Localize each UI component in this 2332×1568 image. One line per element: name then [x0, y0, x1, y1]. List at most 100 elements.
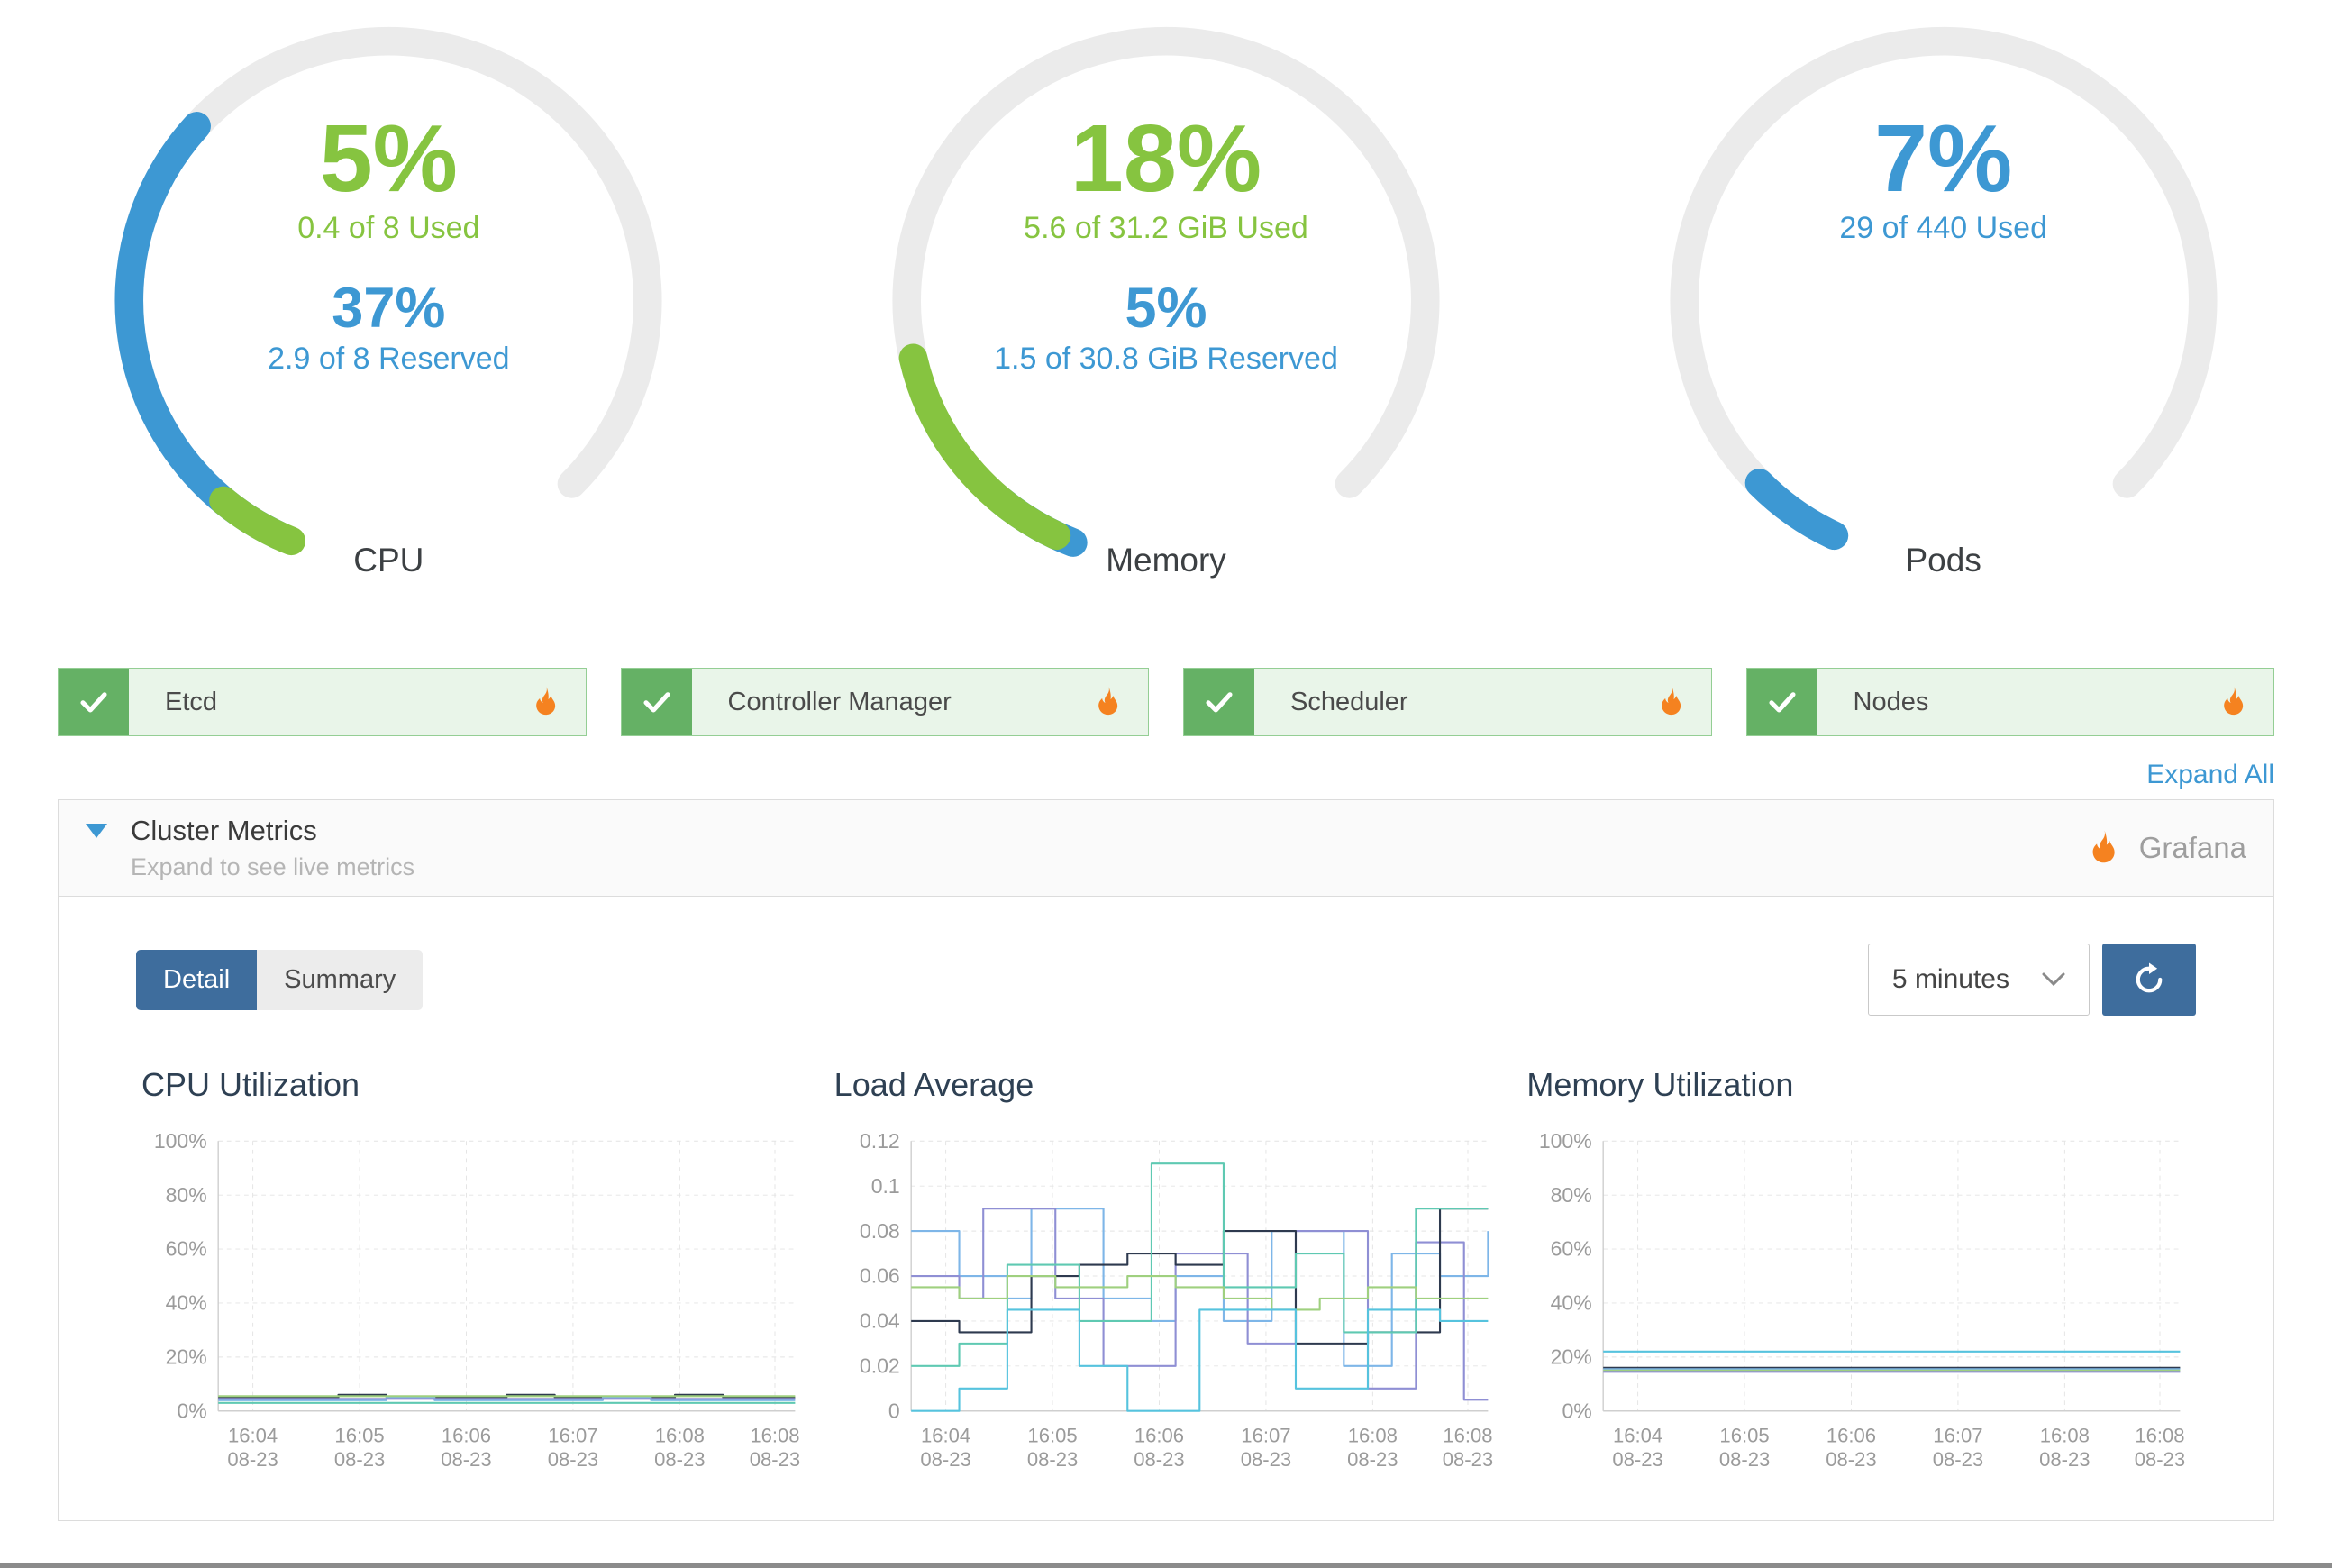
charts-row: CPU Utilization 0% 20% 40% 60% 80% 100% 16:04 0… — [136, 1066, 2196, 1484]
svg-text:16:08: 16:08 — [1443, 1424, 1492, 1446]
chart-title: CPU Utilization — [141, 1066, 360, 1103]
cluster-metrics-header[interactable]: Cluster Metrics Expand to see live metri… — [58, 799, 2274, 897]
cpu-gauge-block: 5% 0.4 of 8 Used 37% 2.9 of 8 Reserved C… — [0, 5, 778, 596]
pods-gauge-label: Pods — [1905, 542, 1981, 579]
svg-text:16:05: 16:05 — [334, 1424, 384, 1446]
svg-text:08-23: 08-23 — [441, 1448, 491, 1471]
chevron-down-icon — [2042, 972, 2065, 987]
memory-gauge-label: Memory — [1106, 542, 1226, 579]
status-card-label: Nodes — [1853, 687, 1929, 716]
svg-text:08-23: 08-23 — [1719, 1448, 1770, 1471]
grafana-brand: Grafana — [2083, 827, 2246, 869]
svg-text:08-23: 08-23 — [1826, 1448, 1877, 1471]
cpu-utilization-plot: 0%20%40%60%80%100%16:0408-2316:0508-2316… — [154, 1129, 800, 1471]
check-icon — [1746, 669, 1817, 735]
svg-text:08-23: 08-23 — [654, 1448, 705, 1471]
memory-gauge-text: 18% 5.6 of 31.2 GiB Used 5% 1.5 of 30.8 … — [869, 110, 1463, 377]
detail-tab[interactable]: Detail — [136, 949, 258, 1010]
load-average-chart: Load Average 0 0.02 0.04 0.06 0.08 0.1 0.12 16:… — [829, 1066, 1504, 1484]
cluster-metrics-body: Detail Summary 5 minutes CPU — [58, 897, 2274, 1522]
svg-text:80%: 80% — [1551, 1183, 1592, 1207]
pods-used-detail: 29 of 440 Used — [1839, 211, 2047, 246]
cpu-gauge-label: CPU — [353, 542, 424, 579]
memory-reserved-detail: 1.5 of 30.8 GiB Reserved — [994, 342, 1338, 377]
svg-text:16:04: 16:04 — [1613, 1424, 1662, 1446]
svg-text:08-23: 08-23 — [2039, 1448, 2090, 1471]
svg-text:08-23: 08-23 — [2135, 1448, 2185, 1471]
svg-text:0%: 0% — [1562, 1399, 1592, 1422]
metrics-controls-row: Detail Summary 5 minutes — [136, 944, 2196, 1016]
status-card-label: Etcd — [165, 687, 218, 716]
check-icon — [59, 669, 129, 735]
refresh-button[interactable] — [2102, 944, 2196, 1016]
svg-text:16:06: 16:06 — [1134, 1424, 1184, 1446]
grafana-icon[interactable] — [2216, 684, 2252, 720]
svg-text:08-23: 08-23 — [1134, 1448, 1184, 1471]
chart-title: Memory Utilization — [1526, 1066, 1794, 1103]
svg-text:0.1: 0.1 — [870, 1174, 899, 1198]
svg-text:16:05: 16:05 — [1027, 1424, 1077, 1446]
svg-text:0.06: 0.06 — [860, 1264, 900, 1288]
svg-text:16:06: 16:06 — [1826, 1424, 1876, 1446]
svg-text:0.08: 0.08 — [860, 1219, 900, 1243]
svg-text:16:06: 16:06 — [442, 1424, 491, 1446]
svg-text:0: 0 — [888, 1399, 900, 1422]
collapse-caret-icon[interactable] — [86, 824, 107, 838]
bottom-divider — [0, 1563, 2332, 1568]
svg-text:08-23: 08-23 — [1240, 1448, 1290, 1471]
grafana-icon — [2083, 827, 2125, 869]
cluster-metrics-subtitle: Expand to see live metrics — [131, 853, 415, 880]
memory-gauge: 18% 5.6 of 31.2 GiB Used 5% 1.5 of 30.8 … — [869, 5, 1463, 596]
svg-text:0.04: 0.04 — [860, 1309, 900, 1333]
svg-text:20%: 20% — [166, 1345, 207, 1369]
status-card-scheduler[interactable]: Scheduler — [1183, 668, 1712, 736]
timeframe-controls: 5 minutes — [1867, 944, 2196, 1016]
svg-text:16:08: 16:08 — [2136, 1424, 2185, 1446]
svg-text:16:04: 16:04 — [228, 1424, 278, 1446]
cpu-gauge: 5% 0.4 of 8 Used 37% 2.9 of 8 Reserved C… — [91, 5, 686, 596]
svg-text:60%: 60% — [1551, 1237, 1592, 1261]
svg-text:60%: 60% — [166, 1237, 207, 1261]
chart-title: Load Average — [834, 1066, 1034, 1103]
gauges-row: 5% 0.4 of 8 Used 37% 2.9 of 8 Reserved C… — [0, 5, 2332, 596]
svg-text:16:05: 16:05 — [1720, 1424, 1770, 1446]
svg-text:0%: 0% — [177, 1399, 206, 1422]
grafana-icon[interactable] — [1090, 684, 1126, 720]
memory-reserved-percent: 5% — [1125, 277, 1207, 341]
refresh-icon — [2130, 961, 2168, 998]
svg-text:0.12: 0.12 — [860, 1129, 900, 1153]
memory-utilization-plot: 0%20%40%60%80%100%16:0408-2316:0508-2316… — [1539, 1129, 2185, 1471]
svg-text:16:07: 16:07 — [1934, 1424, 1983, 1446]
cpu-used-detail: 0.4 of 8 Used — [297, 211, 480, 246]
svg-text:08-23: 08-23 — [227, 1448, 278, 1471]
grafana-icon[interactable] — [1653, 684, 1690, 720]
svg-text:08-23: 08-23 — [920, 1448, 970, 1471]
svg-text:08-23: 08-23 — [1613, 1448, 1663, 1471]
svg-text:08-23: 08-23 — [1933, 1448, 1983, 1471]
cpu-utilization-chart: CPU Utilization 0% 20% 40% 60% 80% 100% 16:04 0… — [136, 1066, 811, 1484]
svg-text:16:04: 16:04 — [921, 1424, 970, 1446]
svg-text:08-23: 08-23 — [750, 1448, 800, 1471]
status-card-controller-manager[interactable]: Controller Manager — [620, 668, 1149, 736]
svg-text:0.02: 0.02 — [860, 1354, 900, 1378]
svg-text:16:08: 16:08 — [750, 1424, 799, 1446]
status-card-label: Scheduler — [1290, 687, 1408, 716]
view-toggle-group: Detail Summary — [136, 949, 424, 1010]
summary-tab[interactable]: Summary — [257, 949, 424, 1010]
svg-text:16:07: 16:07 — [548, 1424, 597, 1446]
status-card-etcd[interactable]: Etcd — [58, 668, 587, 736]
memory-gauge-block: 18% 5.6 of 31.2 GiB Used 5% 1.5 of 30.8 … — [778, 5, 1555, 596]
status-card-nodes[interactable]: Nodes — [1745, 668, 2274, 736]
svg-text:100%: 100% — [1539, 1129, 1592, 1153]
expand-all-link[interactable]: Expand All — [2146, 760, 2274, 789]
cluster-metrics-titles: Cluster Metrics Expand to see live metri… — [131, 815, 414, 881]
cpu-gauge-arc — [114, 27, 662, 556]
memory-gauge-arc — [892, 27, 1440, 557]
timeframe-select[interactable]: 5 minutes — [1867, 944, 2090, 1016]
svg-text:16:08: 16:08 — [2040, 1424, 2090, 1446]
pods-used-percent: 7% — [1874, 105, 2013, 212]
grafana-icon[interactable] — [528, 684, 564, 720]
pods-gauge-text: 7% 29 of 440 Used — [1646, 110, 2241, 246]
check-icon — [621, 669, 692, 735]
